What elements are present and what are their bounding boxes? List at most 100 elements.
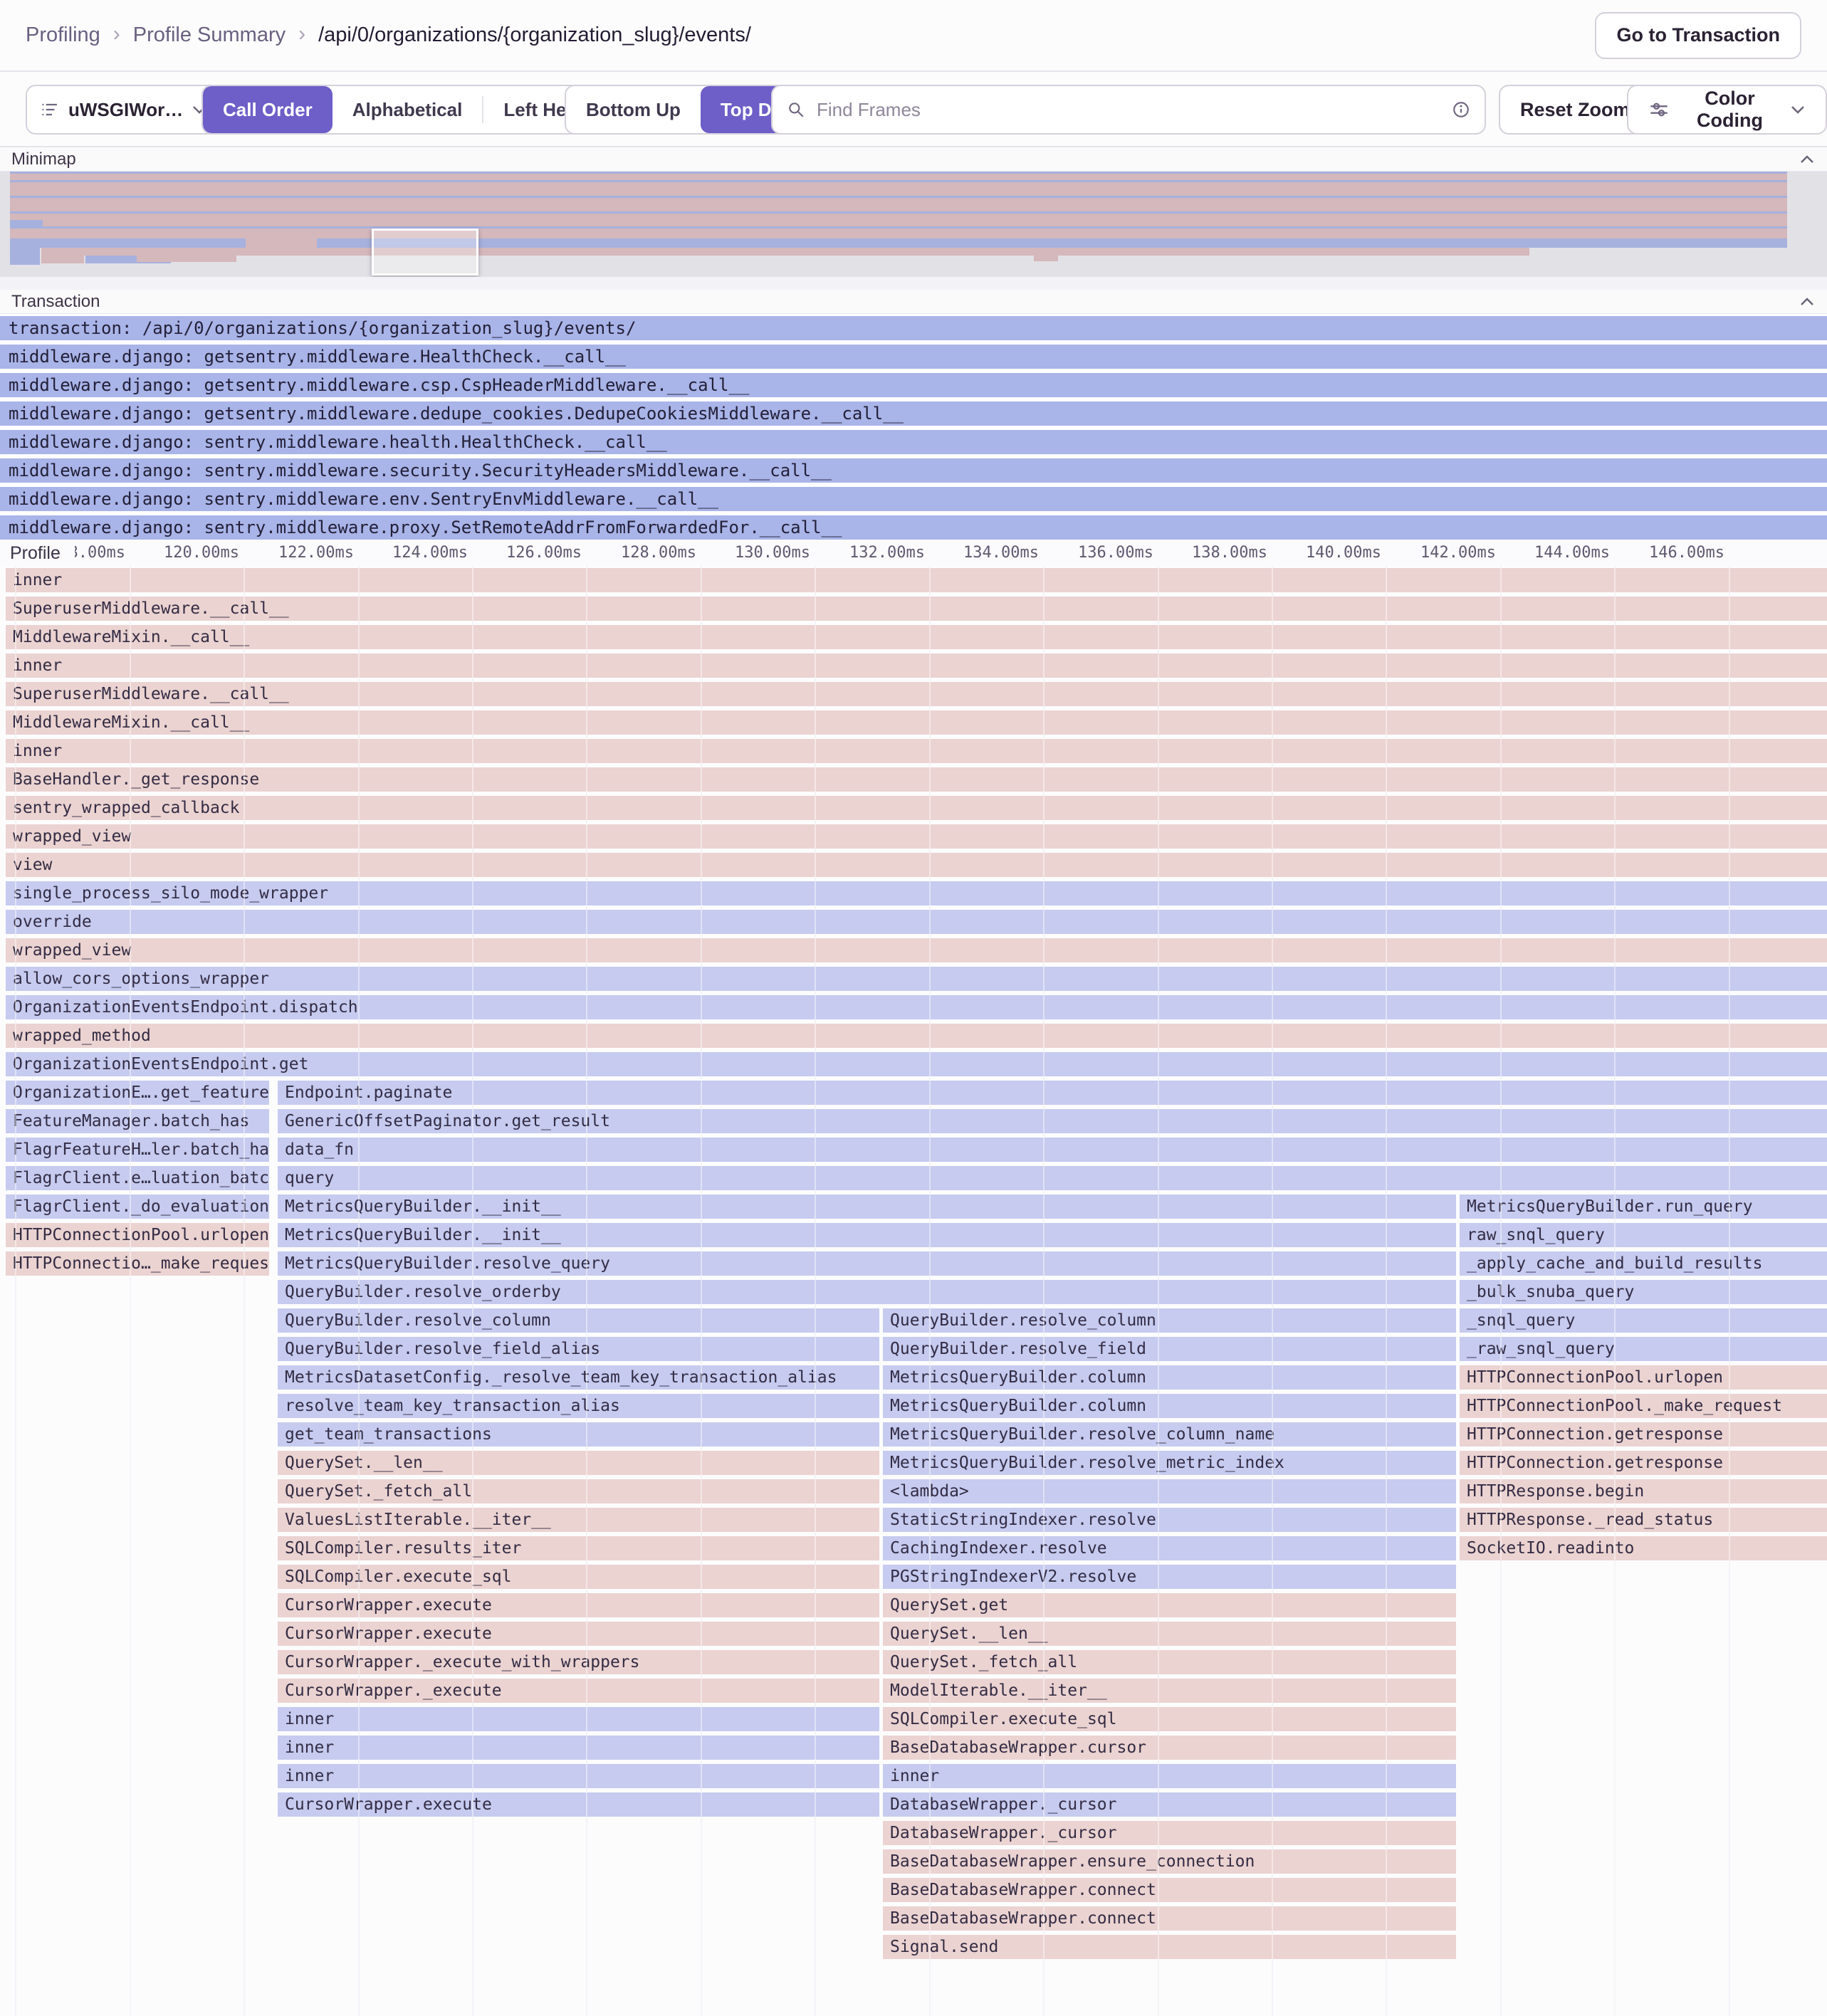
flame-block[interactable]: HTTPConnectio…_make_request bbox=[6, 1251, 269, 1276]
flame-block[interactable]: PGStringIndexerV2.resolve bbox=[883, 1565, 1456, 1589]
flame-block[interactable]: MetricsQueryBuilder.column bbox=[883, 1365, 1456, 1390]
go-to-transaction-button[interactable]: Go to Transaction bbox=[1595, 11, 1801, 59]
flame-block[interactable]: DatabaseWrapper._cursor bbox=[883, 1792, 1456, 1817]
flame-block[interactable]: MiddlewareMixin.__call__ bbox=[6, 625, 1827, 649]
flame-block[interactable]: ValuesListIterable.__iter__ bbox=[278, 1508, 879, 1532]
flame-block[interactable]: FeatureManager.batch_has bbox=[6, 1109, 269, 1133]
flame-block[interactable]: QuerySet._fetch_all bbox=[883, 1650, 1456, 1674]
flame-block[interactable]: QuerySet.get bbox=[883, 1593, 1456, 1617]
flame-block[interactable]: BaseHandler._get_response bbox=[6, 767, 1827, 792]
flame-block[interactable]: _raw_snql_query bbox=[1460, 1337, 1827, 1361]
flame-block[interactable]: inner bbox=[278, 1707, 879, 1731]
transaction-span-row[interactable]: transaction: /api/0/organizations/{organ… bbox=[0, 316, 1827, 340]
flame-block[interactable]: MetricsQueryBuilder.resolve_metric_index bbox=[883, 1451, 1456, 1475]
flame-block[interactable]: SocketIO.readinto bbox=[1460, 1536, 1827, 1560]
flame-block[interactable]: CursorWrapper.execute bbox=[278, 1622, 879, 1646]
flame-block[interactable]: DatabaseWrapper._cursor bbox=[883, 1821, 1456, 1845]
flame-block[interactable]: ModelIterable.__iter__ bbox=[883, 1679, 1456, 1703]
flame-block[interactable]: query bbox=[278, 1166, 1827, 1190]
flame-block[interactable]: HTTPConnectionPool._make_request bbox=[1460, 1394, 1827, 1418]
flame-block[interactable]: FlagrFeatureH…ler.batch_has bbox=[6, 1138, 269, 1162]
flame-block[interactable]: HTTPConnectionPool.urlopen bbox=[6, 1223, 269, 1247]
flame-block[interactable]: SQLCompiler.execute_sql bbox=[883, 1707, 1456, 1731]
flame-block[interactable]: MetricsQueryBuilder.resolve_query bbox=[278, 1251, 1456, 1276]
flame-block[interactable]: inner bbox=[6, 739, 1827, 763]
flame-block[interactable]: inner bbox=[6, 568, 1827, 592]
flame-block[interactable]: HTTPConnection.getresponse bbox=[1460, 1422, 1827, 1447]
flame-block[interactable]: sentry_wrapped_callback bbox=[6, 796, 1827, 820]
flame-block[interactable]: StaticStringIndexer.resolve bbox=[883, 1508, 1456, 1532]
flame-block[interactable]: inner bbox=[6, 653, 1827, 678]
flame-block[interactable]: override bbox=[6, 910, 1827, 934]
flame-block[interactable]: _apply_cache_and_build_results bbox=[1460, 1251, 1827, 1276]
flame-block[interactable]: <lambda> bbox=[883, 1479, 1456, 1503]
flame-block[interactable]: wrapped_view bbox=[6, 824, 1827, 849]
flame-block[interactable]: _bulk_snuba_query bbox=[1460, 1280, 1827, 1304]
flame-block[interactable]: inner bbox=[278, 1736, 879, 1760]
flame-block[interactable]: SuperuserMiddleware.__call__ bbox=[6, 597, 1827, 621]
flame-block[interactable]: get_team_transactions bbox=[278, 1422, 879, 1447]
transaction-span-row[interactable]: middleware.django: getsentry.middleware.… bbox=[0, 345, 1827, 369]
flame-block[interactable]: QueryBuilder.resolve_field bbox=[883, 1337, 1456, 1361]
flame-block[interactable]: QuerySet.__len__ bbox=[278, 1451, 879, 1475]
flame-block[interactable]: QueryBuilder.resolve_orderby bbox=[278, 1280, 1456, 1304]
flame-block[interactable]: OrganizationEventsEndpoint.get bbox=[6, 1052, 1827, 1076]
flame-block[interactable]: single_process_silo_mode_wrapper bbox=[6, 881, 1827, 905]
thread-selector-dropdown[interactable]: uWSGIWor… bbox=[26, 85, 222, 135]
flame-block[interactable]: CursorWrapper._execute_with_wrappers bbox=[278, 1650, 879, 1674]
minimap-viewport[interactable] bbox=[372, 229, 478, 275]
sort-alphabetical-button[interactable]: Alphabetical bbox=[333, 86, 483, 133]
breadcrumb-profile-summary[interactable]: Profile Summary bbox=[132, 23, 286, 46]
flame-block[interactable]: raw_snql_query bbox=[1460, 1223, 1827, 1247]
flame-block[interactable]: _snql_query bbox=[1460, 1308, 1827, 1333]
flame-block[interactable]: QueryBuilder.resolve_field_alias bbox=[278, 1337, 879, 1361]
reset-zoom-button[interactable]: Reset Zoom bbox=[1499, 85, 1652, 135]
flame-block[interactable]: SQLCompiler.execute_sql bbox=[278, 1565, 879, 1589]
flame-block[interactable]: BaseDatabaseWrapper.connect bbox=[883, 1906, 1456, 1931]
minimap-canvas[interactable] bbox=[0, 172, 1827, 278]
flame-block[interactable]: Endpoint.paginate bbox=[278, 1081, 1827, 1105]
flamegraph-canvas[interactable]: inner SuperuserMiddleware.__call__ Middlew… bbox=[0, 566, 1827, 2016]
flame-block[interactable]: SQLCompiler.results_iter bbox=[278, 1536, 879, 1560]
flame-block[interactable]: MetricsDatasetConfig._resolve_team_key_t… bbox=[278, 1365, 879, 1390]
flame-block[interactable]: MetricsQueryBuilder.resolve_column_name bbox=[883, 1422, 1456, 1447]
flame-block[interactable]: inner bbox=[883, 1764, 1456, 1788]
flame-block[interactable]: OrganizationEventsEndpoint.dispatch bbox=[6, 995, 1827, 1019]
transaction-span-row[interactable]: middleware.django: sentry.middleware.sec… bbox=[0, 458, 1827, 483]
flame-block[interactable]: CursorWrapper.execute bbox=[278, 1593, 879, 1617]
transaction-span-row[interactable]: middleware.django: getsentry.middleware.… bbox=[0, 401, 1827, 426]
flame-block[interactable]: CachingIndexer.resolve bbox=[883, 1536, 1456, 1560]
flame-block[interactable]: BaseDatabaseWrapper.cursor bbox=[883, 1736, 1456, 1760]
flame-block[interactable]: HTTPConnectionPool.urlopen bbox=[1460, 1365, 1827, 1390]
flame-block[interactable]: BaseDatabaseWrapper.connect bbox=[883, 1878, 1456, 1902]
flame-block[interactable]: CursorWrapper._execute bbox=[278, 1679, 879, 1703]
flame-block[interactable]: GenericOffsetPaginator.get_result bbox=[278, 1109, 1827, 1133]
flame-block[interactable]: wrapped_method bbox=[6, 1024, 1827, 1048]
flame-block[interactable]: OrganizationE….get_features bbox=[6, 1081, 269, 1105]
flame-block[interactable]: allow_cors_options_wrapper bbox=[6, 967, 1827, 991]
flame-block[interactable]: QueryBuilder.resolve_column bbox=[883, 1308, 1456, 1333]
collapse-transaction-icon[interactable] bbox=[1799, 297, 1816, 307]
info-icon[interactable] bbox=[1452, 100, 1470, 119]
flame-block[interactable]: HTTPResponse.begin bbox=[1460, 1479, 1827, 1503]
transaction-span-row[interactable]: middleware.django: getsentry.middleware.… bbox=[0, 373, 1827, 397]
flame-block[interactable]: SuperuserMiddleware.__call__ bbox=[6, 682, 1827, 706]
collapse-minimap-icon[interactable] bbox=[1799, 154, 1816, 164]
transaction-span-row[interactable]: middleware.django: sentry.middleware.pro… bbox=[0, 515, 1827, 540]
flame-block[interactable]: HTTPResponse._read_status bbox=[1460, 1508, 1827, 1532]
breadcrumb-profiling[interactable]: Profiling bbox=[26, 23, 100, 46]
flame-block[interactable]: Signal.send bbox=[883, 1935, 1456, 1959]
flame-block[interactable]: MetricsQueryBuilder.__init__ bbox=[278, 1195, 1456, 1219]
direction-bottom-up-button[interactable]: Bottom Up bbox=[566, 86, 701, 133]
color-coding-dropdown[interactable]: Color Coding bbox=[1627, 85, 1827, 135]
transaction-span-row[interactable]: middleware.django: sentry.middleware.env… bbox=[0, 487, 1827, 511]
flame-block[interactable]: MetricsQueryBuilder.run_query bbox=[1460, 1195, 1827, 1219]
flame-block[interactable]: MetricsQueryBuilder.__init__ bbox=[278, 1223, 1456, 1247]
flame-block[interactable]: data_fn bbox=[278, 1138, 1827, 1162]
find-frames-input[interactable] bbox=[815, 98, 1442, 122]
flame-block[interactable]: wrapped_view bbox=[6, 938, 1827, 962]
flame-block[interactable]: FlagrClient._do_evaluation bbox=[6, 1195, 269, 1219]
flame-block[interactable]: BaseDatabaseWrapper.ensure_connection bbox=[883, 1849, 1456, 1874]
flame-block[interactable]: inner bbox=[278, 1764, 879, 1788]
flame-block[interactable]: HTTPConnection.getresponse bbox=[1460, 1451, 1827, 1475]
